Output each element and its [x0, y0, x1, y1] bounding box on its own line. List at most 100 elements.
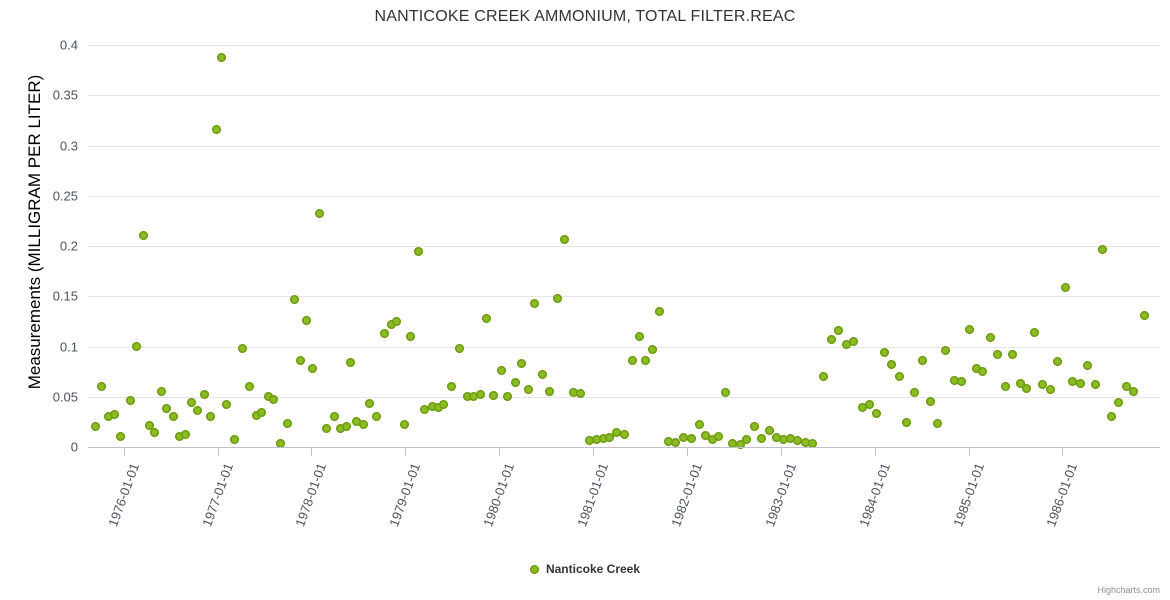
scatter-point[interactable]: [336, 424, 345, 434]
scatter-point[interactable]: [611, 428, 621, 438]
scatter-point[interactable]: [1029, 327, 1039, 337]
scatter-point[interactable]: [634, 331, 644, 341]
scatter-point[interactable]: [205, 412, 215, 422]
scatter-point[interactable]: [647, 345, 657, 354]
scatter-point[interactable]: [1114, 398, 1124, 408]
scatter-point[interactable]: [489, 391, 499, 401]
scatter-point[interactable]: [552, 293, 562, 303]
scatter-point[interactable]: [475, 390, 485, 400]
scatter-point[interactable]: [993, 350, 1003, 360]
scatter-point[interactable]: [605, 433, 615, 443]
scatter-point[interactable]: [257, 408, 267, 418]
scatter-point[interactable]: [307, 364, 317, 374]
scatter-point[interactable]: [181, 430, 191, 440]
scatter-point[interactable]: [749, 422, 759, 432]
scatter-point[interactable]: [517, 359, 527, 369]
scatter-point[interactable]: [150, 428, 160, 438]
scatter-point[interactable]: [678, 433, 688, 443]
scatter-point[interactable]: [834, 325, 844, 335]
scatter-point[interactable]: [663, 437, 673, 447]
scatter-point[interactable]: [714, 432, 724, 442]
scatter-point[interactable]: [530, 298, 540, 308]
scatter-point[interactable]: [957, 377, 967, 387]
scatter-point[interactable]: [104, 412, 114, 422]
scatter-point[interactable]: [174, 432, 184, 442]
scatter-point[interactable]: [341, 422, 351, 432]
scatter-point[interactable]: [455, 344, 465, 353]
scatter-point[interactable]: [537, 370, 547, 380]
scatter-point[interactable]: [433, 403, 443, 413]
scatter-point[interactable]: [116, 432, 126, 442]
scatter-point[interactable]: [1090, 380, 1100, 390]
scatter-point[interactable]: [125, 396, 135, 406]
scatter-point[interactable]: [902, 418, 912, 428]
scatter-point[interactable]: [545, 387, 555, 397]
scatter-point[interactable]: [290, 294, 299, 304]
scatter-point[interactable]: [941, 346, 951, 356]
scatter-point[interactable]: [568, 388, 578, 398]
scatter-point[interactable]: [523, 385, 533, 395]
scatter-point[interactable]: [1015, 379, 1025, 389]
scatter-point[interactable]: [671, 438, 681, 448]
scatter-point[interactable]: [1045, 385, 1055, 395]
scatter-point[interactable]: [446, 382, 456, 392]
scatter-point[interactable]: [199, 390, 209, 400]
scatter-point[interactable]: [302, 315, 312, 325]
scatter-point[interactable]: [413, 246, 423, 256]
scatter-point[interactable]: [742, 435, 752, 445]
scatter-point[interactable]: [985, 332, 995, 342]
scatter-point[interactable]: [216, 52, 226, 62]
legend-item-nanticoke-creek[interactable]: Nanticoke Creek: [529, 562, 640, 576]
scatter-point[interactable]: [964, 324, 974, 334]
scatter-point[interactable]: [808, 439, 818, 449]
scatter-point[interactable]: [707, 435, 717, 445]
scatter-point[interactable]: [244, 382, 254, 392]
scatter-point[interactable]: [879, 348, 889, 358]
scatter-point[interactable]: [849, 336, 859, 346]
scatter-point[interactable]: [193, 406, 203, 416]
highcharts-credits[interactable]: Highcharts.com: [1097, 585, 1160, 595]
scatter-point[interactable]: [1022, 384, 1032, 394]
scatter-point[interactable]: [386, 319, 396, 329]
scatter-point[interactable]: [109, 410, 119, 420]
scatter-point[interactable]: [132, 342, 142, 351]
scatter-point[interactable]: [771, 433, 781, 443]
scatter-point[interactable]: [1068, 377, 1078, 387]
scatter-point[interactable]: [1098, 244, 1108, 254]
scatter-point[interactable]: [1129, 387, 1139, 397]
scatter-point[interactable]: [496, 366, 506, 376]
scatter-point[interactable]: [282, 419, 292, 429]
scatter-point[interactable]: [380, 328, 390, 338]
scatter-point[interactable]: [560, 235, 570, 245]
scatter-point[interactable]: [1121, 382, 1131, 392]
scatter-point[interactable]: [641, 356, 651, 366]
scatter-point[interactable]: [800, 438, 810, 448]
scatter-point[interactable]: [826, 334, 836, 344]
scatter-point[interactable]: [1038, 380, 1048, 390]
scatter-point[interactable]: [469, 392, 479, 402]
scatter-point[interactable]: [687, 434, 697, 444]
scatter-point[interactable]: [392, 316, 402, 326]
scatter-point[interactable]: [138, 231, 148, 241]
scatter-point[interactable]: [365, 399, 375, 409]
scatter-point[interactable]: [728, 439, 738, 449]
scatter-point[interactable]: [793, 436, 803, 446]
scatter-point[interactable]: [1008, 350, 1018, 360]
scatter-point[interactable]: [346, 358, 356, 368]
scatter-point[interactable]: [1060, 282, 1070, 292]
scatter-point[interactable]: [503, 392, 513, 402]
scatter-point[interactable]: [1075, 379, 1085, 389]
scatter-point[interactable]: [910, 388, 920, 398]
scatter-point[interactable]: [949, 376, 959, 386]
scatter-point[interactable]: [576, 389, 586, 399]
scatter-point[interactable]: [91, 422, 100, 432]
scatter-point[interactable]: [1053, 357, 1063, 367]
scatter-point[interactable]: [818, 372, 828, 382]
scatter-point[interactable]: [482, 313, 492, 323]
scatter-point[interactable]: [251, 411, 261, 421]
scatter-point[interactable]: [462, 392, 472, 402]
scatter-point[interactable]: [735, 440, 745, 450]
scatter-point[interactable]: [785, 434, 795, 444]
scatter-point[interactable]: [694, 420, 704, 430]
scatter-point[interactable]: [275, 439, 285, 449]
